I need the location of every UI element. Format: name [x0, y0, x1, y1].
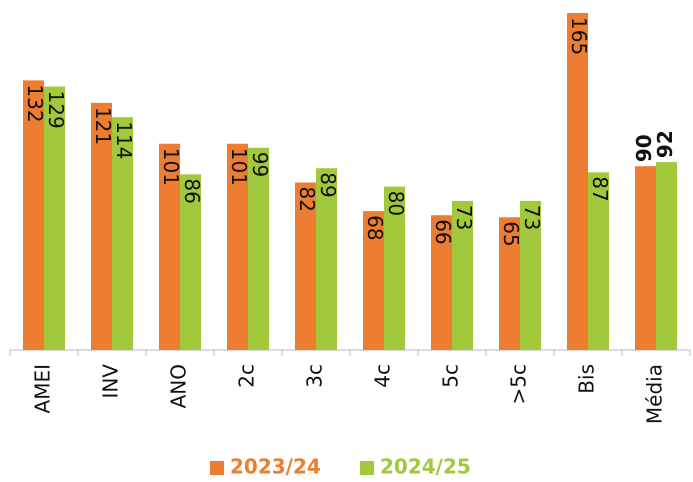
data-label: 73 — [520, 205, 544, 230]
x-tick-label: AMEI — [31, 364, 55, 413]
bar — [23, 80, 44, 351]
bar — [180, 174, 201, 350]
data-label: 87 — [588, 176, 612, 201]
bar — [227, 143, 248, 350]
bar — [431, 215, 452, 350]
data-label: 89 — [316, 172, 340, 197]
x-tick-label: ANO — [167, 364, 191, 408]
bar — [656, 162, 677, 350]
bar — [316, 168, 337, 350]
bar — [567, 13, 588, 350]
data-label: 73 — [452, 205, 476, 230]
x-tick-label: 5c — [439, 364, 463, 388]
bar — [44, 86, 65, 350]
legend: 2023/24 2024/25 — [210, 455, 471, 479]
data-label: 66 — [431, 219, 455, 244]
bar — [520, 200, 541, 350]
data-label: 90 — [632, 134, 656, 162]
data-label: 101 — [227, 148, 251, 186]
data-label: 114 — [112, 121, 136, 159]
data-label: 132 — [23, 84, 47, 122]
bar — [248, 147, 269, 350]
data-label: 65 — [499, 221, 523, 246]
bar — [588, 172, 609, 350]
data-label: 101 — [159, 148, 183, 186]
x-tick-label: INV — [99, 364, 123, 399]
bar — [452, 200, 473, 350]
data-label: 165 — [567, 17, 591, 55]
bar — [159, 143, 180, 350]
bar — [363, 211, 384, 350]
x-tick-label: 3c — [303, 364, 327, 388]
legend-swatch — [210, 461, 224, 475]
x-tick-label: Bis — [575, 364, 599, 394]
legend-label: 2024/25 — [380, 455, 471, 479]
x-tick-label: 4c — [371, 364, 395, 388]
legend-label: 2023/24 — [230, 455, 321, 479]
x-tick-label: 2c — [235, 364, 259, 388]
x-tick-label: >5c — [507, 364, 531, 404]
data-label: 68 — [363, 215, 387, 240]
bar — [384, 186, 405, 350]
bar — [112, 117, 133, 350]
bar — [91, 102, 112, 350]
data-label: 92 — [653, 130, 677, 158]
data-label: 86 — [180, 178, 204, 203]
bar — [295, 182, 316, 350]
bar — [635, 166, 656, 350]
data-label: 129 — [44, 91, 68, 129]
data-label: 80 — [384, 191, 408, 216]
bar — [499, 217, 520, 350]
data-label: 99 — [248, 152, 272, 177]
data-label: 82 — [295, 187, 319, 212]
legend-swatch — [360, 461, 374, 475]
data-label: 121 — [91, 107, 115, 145]
x-tick-label: Média — [643, 364, 667, 424]
